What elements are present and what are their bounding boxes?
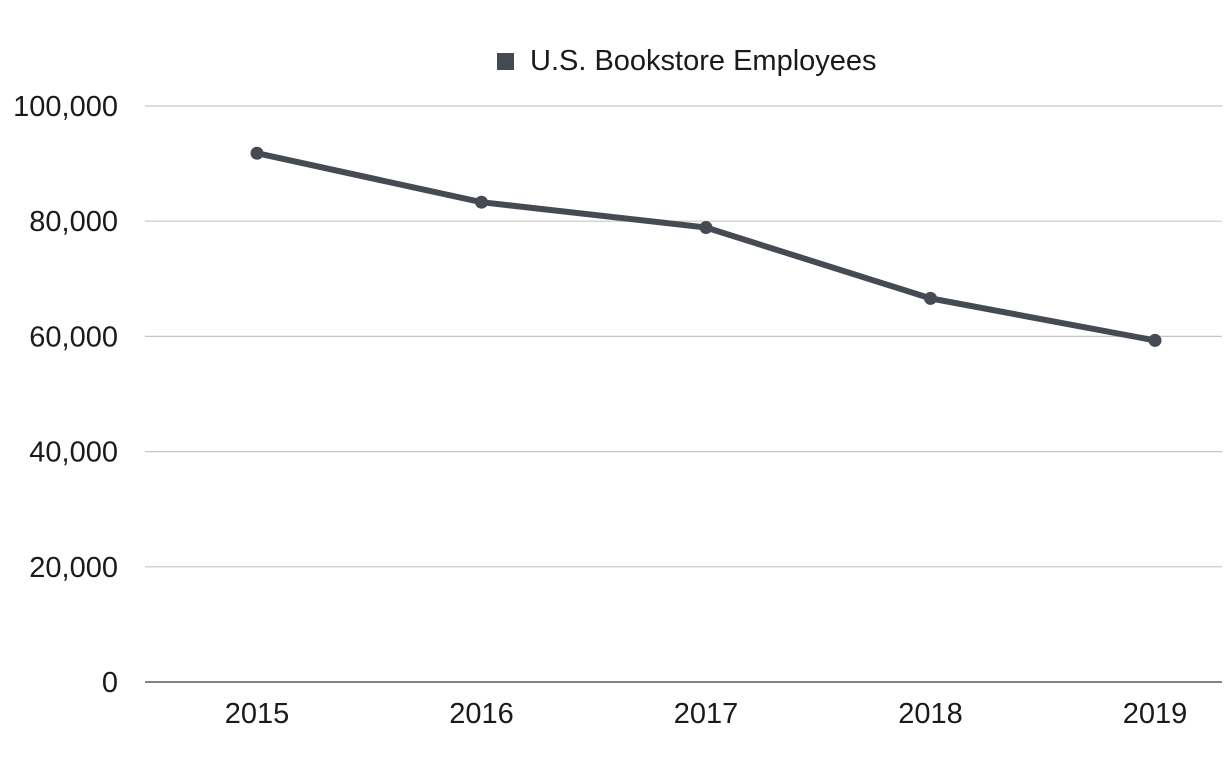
y-tick-label: 20,000: [29, 552, 118, 584]
series-lines: [254, 150, 1158, 344]
y-axis-tick-labels: 0 20,000 40,000 60,000 80,000 100,000: [13, 91, 118, 699]
data-point: [924, 291, 937, 305]
y-tick-label: 100,000: [13, 91, 118, 123]
data-point: [699, 221, 713, 235]
series-line: [254, 150, 1158, 344]
data-point: [1148, 333, 1162, 347]
gridlines: [145, 105, 1222, 683]
x-tick-label: 2015: [225, 698, 290, 730]
data-points: [250, 146, 1162, 347]
x-tick-label: 2018: [898, 698, 963, 730]
y-tick-label: 80,000: [29, 206, 118, 238]
data-point: [475, 195, 488, 209]
legend-label: U.S. Bookstore Employees: [530, 45, 877, 77]
y-tick-label: 60,000: [29, 321, 118, 353]
x-axis-tick-labels: 2015 2016 2017 2018 2019: [225, 698, 1188, 730]
x-tick-label: 2016: [449, 698, 514, 730]
data-point: [250, 146, 264, 160]
legend-swatch: [497, 53, 514, 70]
legend: U.S. Bookstore Employees: [497, 45, 877, 77]
y-tick-label: 40,000: [29, 437, 118, 469]
y-tick-label: 0: [102, 667, 118, 699]
x-tick-label: 2019: [1123, 698, 1188, 730]
x-tick-label: 2017: [674, 698, 739, 730]
